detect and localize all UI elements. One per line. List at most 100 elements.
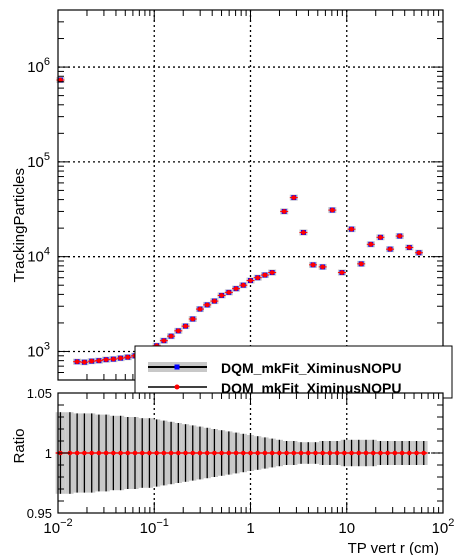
data-point-circle (103, 357, 109, 362)
ratio-point (248, 450, 253, 456)
ratio-point (82, 450, 87, 456)
ratio-point (356, 450, 362, 456)
y-tick-label: 1.05 (27, 386, 52, 401)
legend-label-2: DQM_mkFit_XiminusNOPU (221, 380, 401, 396)
legend-label-1: DQM_mkFit_XiminusNOPU (221, 360, 401, 376)
data-point-circle (262, 272, 268, 278)
ratio-point (378, 450, 383, 456)
ratio-y-axis-label: Ratio (11, 428, 28, 463)
ratio-point (118, 450, 123, 456)
x-tick-label: 1 (246, 520, 254, 537)
ratio-point (342, 450, 347, 456)
ratio-point (399, 450, 405, 456)
ratio-point (132, 450, 138, 456)
y-tick-label: 106 (27, 56, 50, 76)
ratio-point (385, 450, 390, 456)
data-point-circle (320, 264, 325, 270)
ratio-point (320, 450, 325, 456)
data-point-circle (397, 233, 402, 239)
data-point-circle (183, 323, 188, 329)
data-point-circle (176, 328, 181, 334)
data-point-circle (96, 358, 102, 363)
ratio-point (74, 450, 80, 456)
ratio-point (349, 450, 354, 456)
ratio-point (147, 450, 152, 456)
x-tick-label: 10 (338, 520, 355, 537)
data-point-circle (111, 356, 116, 362)
ratio-point (154, 450, 159, 456)
data-point-circle (339, 270, 345, 275)
data-point-circle (219, 293, 224, 298)
data-point-circle (416, 250, 422, 256)
data-point-circle (89, 358, 95, 364)
data-point-circle (301, 230, 306, 235)
data-point-circle (82, 359, 87, 365)
ratio-point (284, 450, 289, 456)
ratio-point (334, 450, 340, 456)
ratio-point (421, 450, 427, 456)
y-tick-label: 1 (45, 446, 52, 461)
data-point-circle (387, 246, 393, 252)
y-tick-label: 0.95 (27, 506, 52, 521)
x-tick-labels: 10−2 10−1 1 10 102 (43, 517, 454, 537)
ratio-panel: 0.95 1 1.05 10−2 10−1 1 10 102 Ratio TP vert r… (11, 386, 454, 555)
ratio-point (125, 450, 131, 456)
data-point-circle (358, 261, 364, 267)
ratio-point (313, 450, 318, 456)
ratio-point (183, 450, 188, 456)
data-point-circle (240, 282, 246, 288)
ratio-point (190, 450, 196, 456)
ratio-point (226, 450, 232, 456)
ratio-axis-ticks (57, 392, 443, 514)
data-point-circle (269, 270, 275, 275)
data-point-circle (281, 209, 287, 214)
legend-marker-square (174, 364, 180, 370)
x-tick-label: 10−1 (140, 517, 169, 537)
y-tick-label: 103 (27, 340, 50, 360)
data-point-circle (233, 286, 239, 291)
data-point-circle (349, 226, 354, 232)
ratio-point (176, 450, 181, 456)
data-point-circle (161, 338, 167, 343)
legend-marker-circle (174, 384, 180, 390)
ratio-point (414, 450, 419, 456)
ratio-point (139, 450, 145, 456)
data-point-circle (118, 355, 123, 361)
data-point-circle (310, 262, 316, 268)
ratio-point (277, 450, 282, 456)
data-point-circle (212, 298, 217, 304)
ratio-point (255, 450, 261, 456)
data-point-circle (255, 275, 261, 280)
ratio-point (111, 450, 116, 456)
data-point-circle (378, 235, 383, 240)
data-point-circle (125, 354, 131, 360)
data-point-circle (407, 245, 412, 250)
main-panel: 103 104 105 106 TrackingParticles (11, 9, 444, 381)
ratio-point (392, 450, 398, 456)
data-point-circle (368, 242, 374, 247)
ratio-y-tick-labels: 0.95 1 1.05 (27, 386, 52, 521)
main-y-axis-label: TrackingParticles (11, 168, 28, 282)
data-point-circle (330, 207, 335, 213)
ratio-point (168, 450, 174, 456)
ratio-point (291, 450, 297, 456)
ratio-point (298, 450, 304, 456)
data-point-circle (197, 306, 203, 312)
legend: DQM_mkFit_XiminusNOPU DQM_mkFit_XiminusN… (134, 345, 453, 399)
legend-entry-2: DQM_mkFit_XiminusNOPU (148, 380, 401, 396)
x-tick-label: 102 (432, 517, 454, 537)
data-point-circle (204, 302, 210, 308)
data-point-circle (226, 290, 232, 295)
ratio-point (103, 450, 109, 456)
ratio-point (327, 450, 333, 456)
ratio-point (197, 450, 203, 456)
data-point-circle (168, 333, 174, 339)
ratio-point (219, 450, 224, 456)
ratio-point (407, 450, 412, 456)
y-tick-label: 105 (27, 151, 50, 171)
x-axis-label: TP vert r (cm) (348, 540, 439, 555)
main-y-tick-labels: 103 104 105 106 (27, 56, 50, 360)
data-point-circle (74, 359, 80, 364)
ratio-point (269, 450, 275, 456)
